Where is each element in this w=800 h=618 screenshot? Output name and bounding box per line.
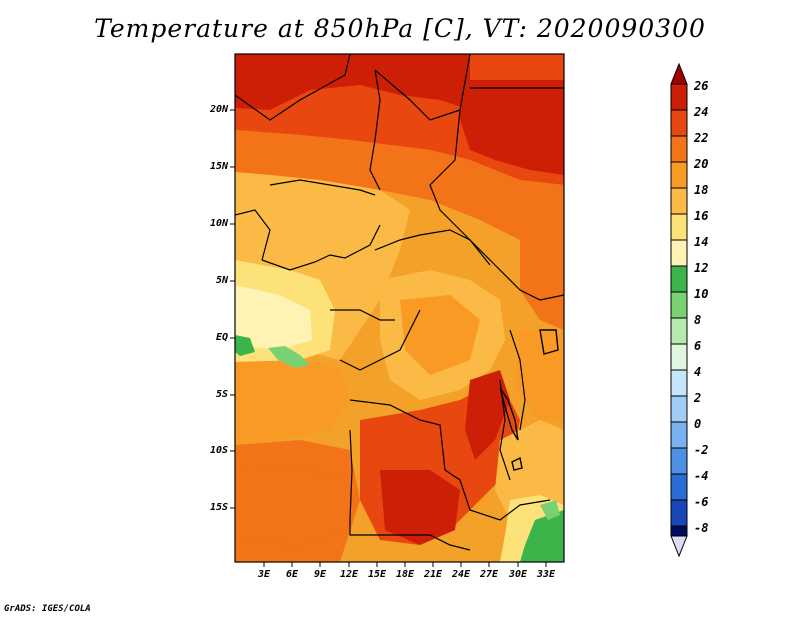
colorbar-label-0: 0	[694, 417, 702, 431]
colorbar-label-14: 14	[694, 235, 709, 249]
colorbar-label-26: 26	[694, 79, 709, 93]
lon-label-27e: 27E	[479, 569, 499, 580]
lat-label-20n: 20N	[209, 104, 228, 115]
colorbar-label-neg6: -6	[694, 495, 709, 509]
colorbar-label-20: 20	[694, 157, 709, 171]
colorbar-label-16: 16	[694, 209, 709, 223]
colorbar-label-8: 8	[694, 313, 702, 327]
temperature-field	[235, 54, 564, 562]
lon-label-12e: 12E	[339, 569, 359, 580]
colorbar-label-12: 12	[694, 261, 709, 275]
colorbar-label-neg8: -8	[694, 521, 709, 535]
colorbar-label-4: 4	[694, 365, 702, 379]
lakes	[499, 329, 559, 471]
colorbar-label-24: 24	[694, 105, 709, 119]
lat-label-5s: 5S	[215, 389, 228, 400]
grads-credit: GrADS: IGES/COLA	[4, 604, 91, 614]
lon-label-15e: 15E	[367, 569, 387, 580]
lon-label-33e: 33E	[536, 569, 556, 580]
lon-label-21e: 21E	[423, 569, 443, 580]
colorbar-label-22: 22	[694, 131, 709, 145]
lon-label-30e: 30E	[508, 569, 528, 580]
lat-label-10s: 10S	[209, 445, 228, 456]
colorbar-label-neg4: -4	[694, 469, 709, 483]
colorbar-label-18: 18	[694, 183, 709, 197]
country-borders	[235, 54, 564, 551]
lat-label-5n: 5N	[215, 275, 228, 286]
colorbar-label-2: 2	[694, 391, 702, 405]
colorbar-label-10: 10	[694, 287, 709, 301]
plot-title: Temperature at 850hPa [C], VT: 202009030…	[94, 14, 706, 43]
lon-label-24e: 24E	[451, 569, 471, 580]
lat-label-15n: 15N	[209, 161, 228, 172]
lat-label-eq: EQ	[215, 332, 228, 343]
colorbar-label-6: 6	[694, 339, 702, 353]
colorbar	[670, 62, 688, 558]
lat-label-10n: 10N	[209, 218, 228, 229]
colorbar-label-neg2: -2	[694, 443, 709, 457]
lon-label-18e: 18E	[395, 569, 415, 580]
lat-label-15s: 15S	[209, 502, 228, 513]
map-frame	[234, 53, 565, 563]
axis-ticks	[230, 109, 547, 567]
lon-label-3e: 3E	[257, 569, 271, 580]
lon-label-6e: 6E	[285, 569, 299, 580]
lon-label-9e: 9E	[313, 569, 327, 580]
